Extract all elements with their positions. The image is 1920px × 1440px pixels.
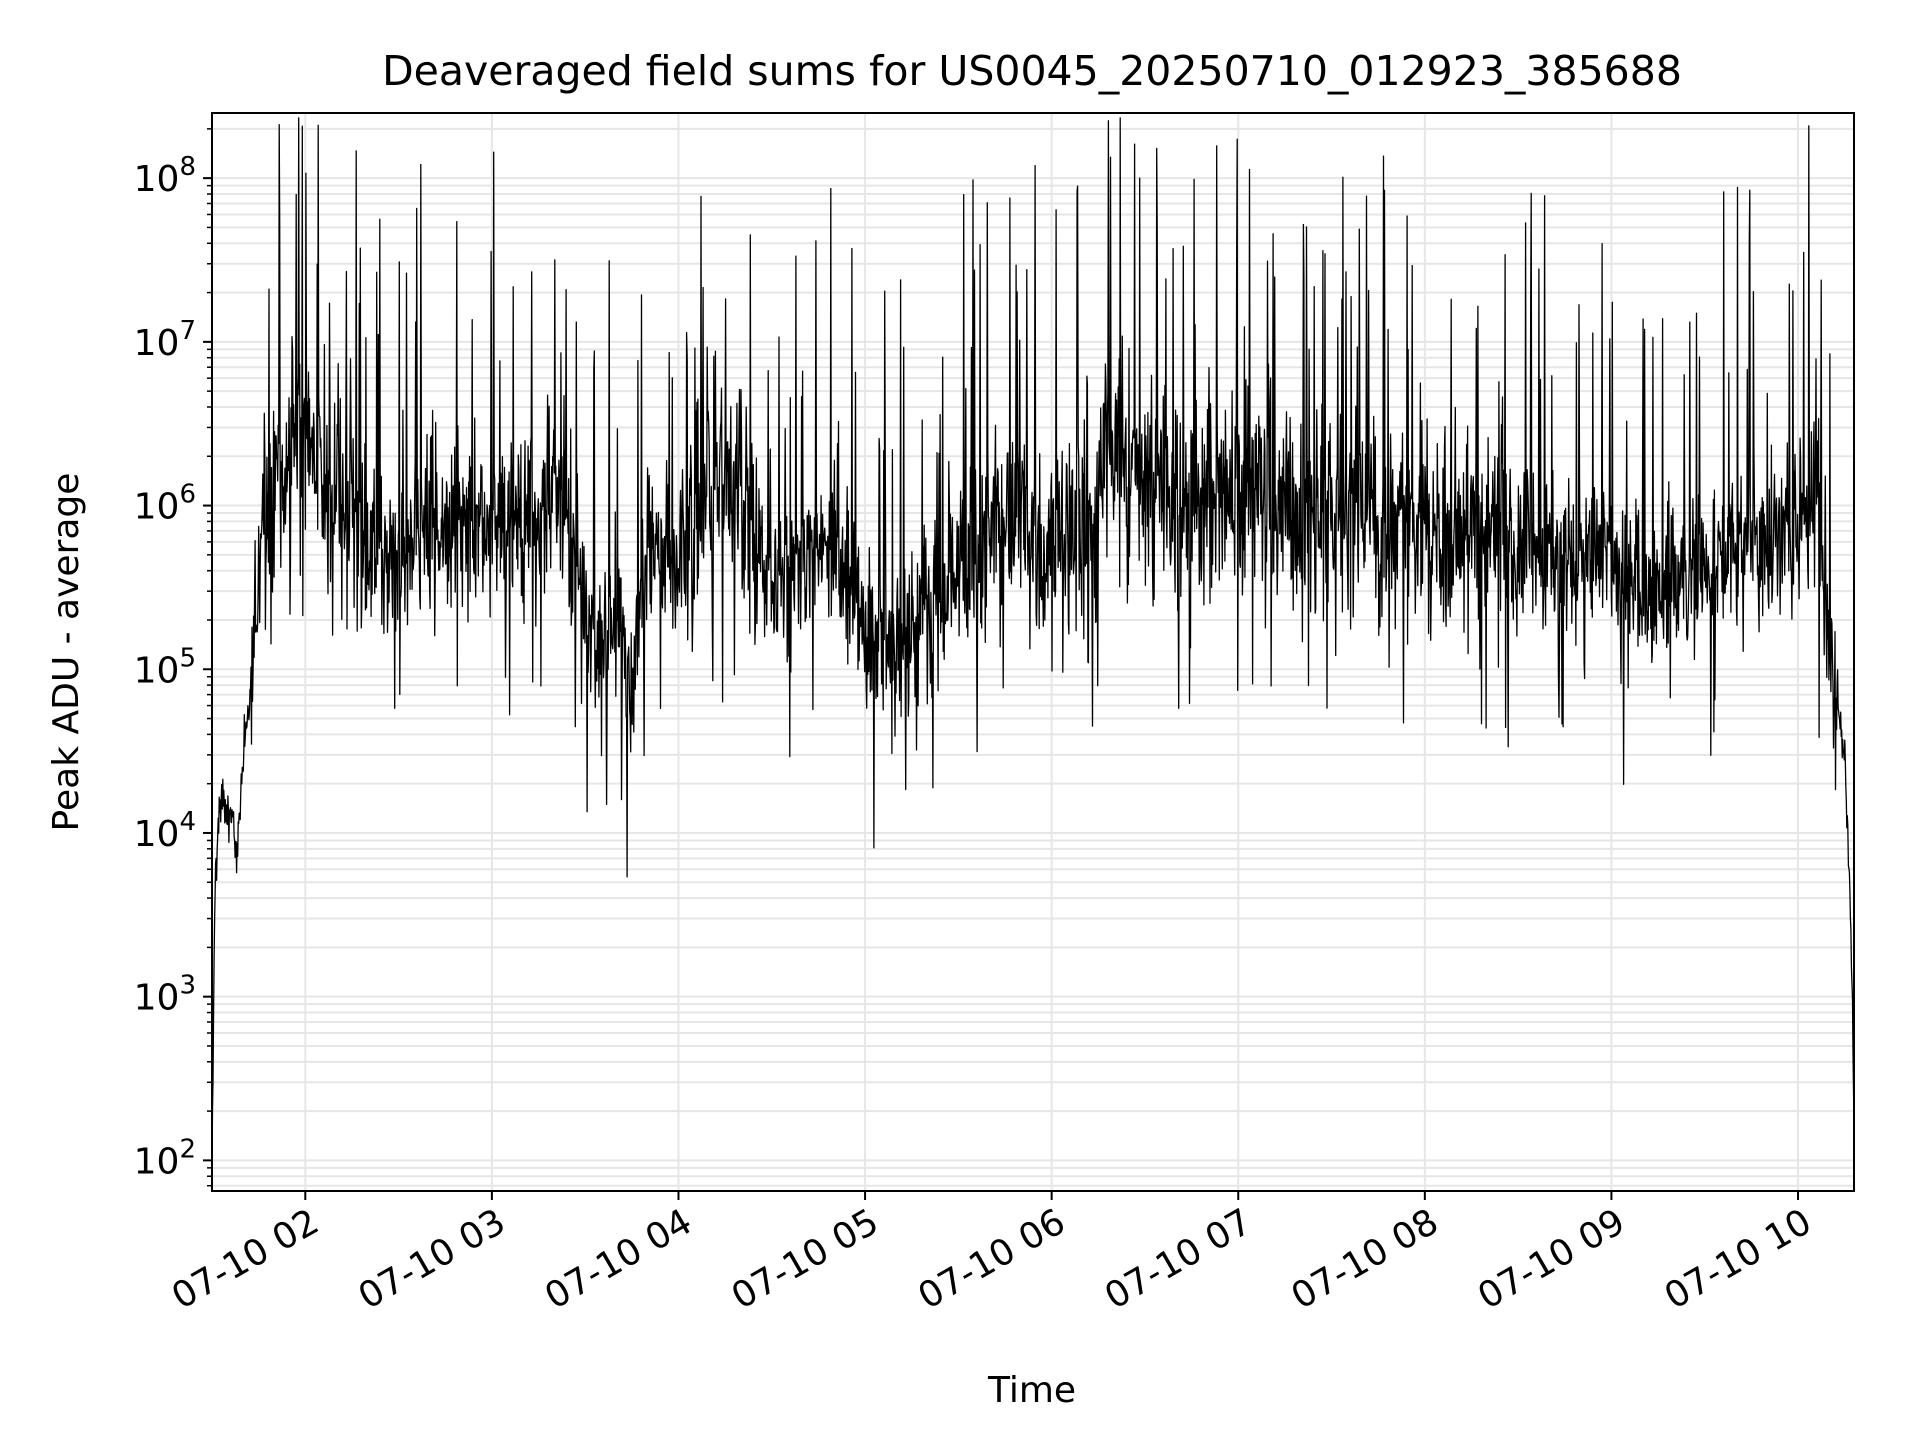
x-tick-label: 07-10 10	[1658, 1201, 1819, 1317]
y-tick-label-exponent: 5	[179, 643, 196, 673]
y-tick-label: 106	[134, 480, 196, 528]
series-line	[211, 117, 1855, 1169]
y-tick-label: 102	[134, 1134, 196, 1182]
x-tick-label: 07-10 03	[352, 1201, 513, 1317]
x-tick-label: 07-10 04	[538, 1201, 699, 1317]
y-tick-label: 105	[134, 643, 196, 691]
y-tick-label: 108	[134, 152, 196, 200]
x-tick-label: 07-10 09	[1471, 1201, 1632, 1317]
y-tick-label: 104	[134, 807, 196, 855]
grid-minor	[212, 127, 1854, 1187]
chart-title: Deaveraged field sums for US0045_2025071…	[382, 47, 1682, 95]
y-tick-label-exponent: 7	[179, 316, 196, 346]
y-tick-label-exponent: 8	[179, 152, 196, 182]
x-tick-label: 07-10 07	[1098, 1201, 1259, 1317]
y-tick-label-base: 10	[134, 487, 180, 528]
y-tick-label-exponent: 3	[179, 971, 196, 1001]
y-tick-label-exponent: 6	[179, 480, 196, 510]
y-tick-label-exponent: 4	[179, 807, 196, 837]
y-tick-label: 103	[134, 971, 196, 1019]
y-axis-label: Peak ADU - average	[46, 473, 87, 832]
y-tick-label-base: 10	[134, 814, 180, 855]
y-tick-label: 107	[134, 316, 196, 364]
x-tick-label: 07-10 08	[1285, 1201, 1446, 1317]
y-tick-label-base: 10	[134, 978, 180, 1019]
y-tick-label-exponent: 2	[179, 1134, 196, 1164]
y-tick-label-base: 10	[134, 650, 180, 691]
y-tick-label-base: 10	[134, 1141, 180, 1182]
x-axis-label: Time	[987, 1370, 1076, 1411]
plot-frame	[211, 112, 1855, 1192]
x-tick-label: 07-10 02	[165, 1201, 326, 1317]
series	[211, 117, 1855, 1169]
grid-major	[212, 113, 1854, 1191]
x-tick-label: 07-10 06	[911, 1201, 1072, 1317]
y-tick-label-base: 10	[134, 323, 180, 364]
y-tick-label-base: 10	[134, 159, 180, 200]
x-axis: 07-10 02 07-10 03 07-10 04 07-10 05 07-10 06…	[165, 1191, 1819, 1318]
x-tick-label: 07-10 05	[725, 1201, 886, 1317]
